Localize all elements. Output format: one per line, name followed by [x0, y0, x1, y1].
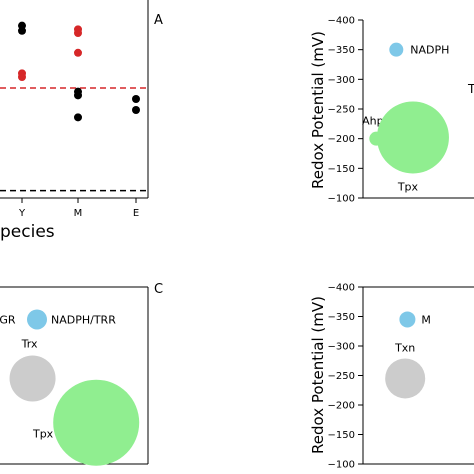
panel-c-letter: C	[154, 282, 163, 297]
data-point	[74, 91, 82, 100]
panel-a: A Y M E pecies	[0, 0, 163, 242]
bubble	[399, 311, 416, 328]
y-tick-label: −300	[328, 342, 355, 353]
bubble	[385, 358, 426, 399]
bubble-label: Trx	[21, 337, 38, 350]
y-tick-label: −250	[328, 371, 355, 382]
x-tick-label: E	[133, 208, 139, 219]
panel-d-points: M Txn	[385, 311, 431, 399]
y-tick-label: −100	[328, 460, 355, 471]
y-tick-label: −200	[328, 401, 355, 412]
x-tick-label: Y	[18, 208, 26, 219]
bubble-label: Txn	[394, 341, 415, 354]
bubble-label: Tpx	[32, 428, 54, 441]
data-point	[132, 106, 140, 114]
panel-b-partial-label: T	[467, 82, 474, 96]
y-tick-label: −300	[328, 75, 355, 86]
panel-d: Redox Potential (mV) −400 −350 −300 −250 −20…	[309, 283, 474, 471]
bubble	[376, 101, 449, 174]
y-tick-label: −100	[328, 194, 355, 205]
panel-b-y-axis-label: Redox Potential (mV)	[309, 31, 327, 189]
panel-b-y-ticks: −400 −350 −300 −250 −200 −150 −100	[328, 16, 363, 205]
data-point	[74, 48, 82, 57]
x-tick-label: M	[74, 208, 83, 219]
y-tick-label: −150	[328, 430, 355, 441]
panel-c: C GR NADPH/TRR Trx Tpx	[0, 282, 163, 466]
panel-a-reference-lines	[0, 87, 148, 192]
bubble	[389, 42, 404, 57]
bubble	[53, 379, 140, 466]
bubble-label: GR	[0, 313, 16, 326]
bubble	[27, 309, 47, 330]
data-point	[18, 73, 26, 81]
y-tick-label: −400	[328, 283, 355, 294]
y-tick-label: −400	[328, 16, 355, 27]
data-point	[74, 29, 82, 37]
bubble	[9, 355, 56, 402]
panel-b: Redox Potential (mV) −400 −350 −300 −250 −20…	[309, 16, 474, 205]
bubble-label: Tpx	[397, 180, 419, 193]
y-tick-label: −350	[328, 312, 355, 323]
panel-a-points	[18, 21, 140, 122]
panel-c-points: GR NADPH/TRR Trx Tpx	[0, 309, 140, 466]
y-tick-label: −150	[328, 164, 355, 175]
data-point	[74, 113, 82, 122]
bubble-label: M	[421, 313, 431, 326]
bubble-label: NADPH/TRR	[51, 313, 116, 326]
panel-a-x-axis-label: pecies	[0, 222, 55, 242]
y-tick-label: −350	[328, 45, 355, 56]
data-point	[132, 95, 140, 103]
panel-a-letter: A	[154, 13, 163, 28]
data-point	[18, 26, 26, 35]
panel-d-y-axis-label: Redox Potential (mV)	[309, 296, 327, 454]
panel-d-y-ticks: −400 −350 −300 −250 −200 −150 −100	[328, 283, 363, 471]
bubble-label: NADPH	[410, 44, 449, 57]
y-tick-label: −250	[328, 105, 355, 116]
y-tick-label: −200	[328, 134, 355, 145]
